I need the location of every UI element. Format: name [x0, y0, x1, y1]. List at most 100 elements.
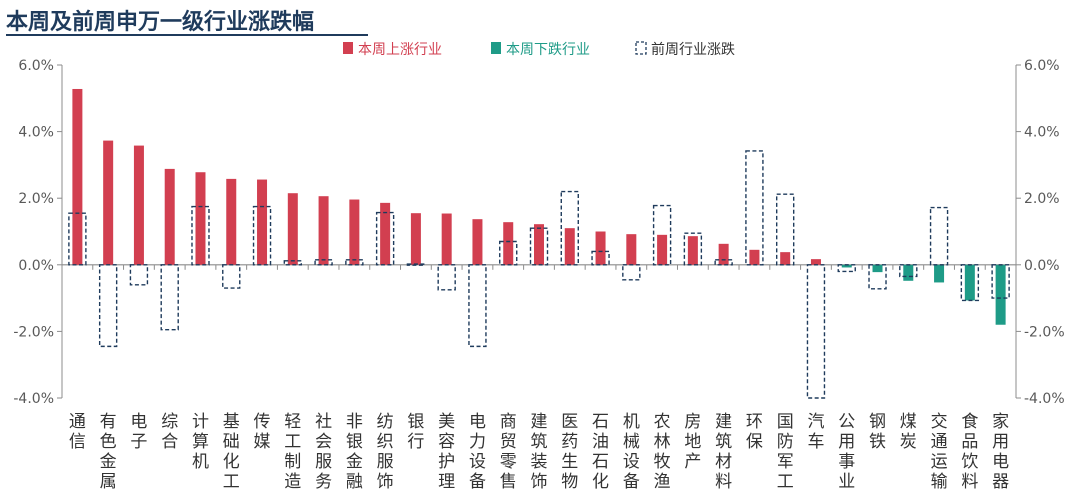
category-label-char: 饰 — [377, 472, 394, 492]
category-label-char: 备 — [469, 472, 486, 492]
bar-this-week-up — [380, 202, 391, 265]
bar-this-week-up — [410, 213, 421, 265]
category-label-char: 装 — [531, 452, 548, 472]
category-label-char: 环 — [746, 412, 763, 432]
bar-prev-week — [652, 204, 672, 266]
category-label-char: 保 — [746, 432, 763, 452]
bar-this-week-up — [534, 224, 544, 265]
category-label-char: 信 — [69, 432, 86, 452]
prev-week-bars — [68, 150, 1010, 399]
y-tick-label-right: 4.0% — [1024, 125, 1060, 141]
y-tick-label-right: 0.0% — [1024, 258, 1060, 274]
category-label-char: 传 — [254, 412, 271, 432]
bar-prev-week — [991, 264, 1010, 299]
y-tick-label: -2.0% — [13, 324, 54, 340]
category-label-char: 色 — [100, 432, 117, 452]
bar-this-week-down — [934, 264, 945, 283]
bar-prev-week — [529, 227, 549, 266]
category-label-char: 贸 — [500, 432, 517, 452]
bar-this-week-up — [657, 234, 668, 265]
bar-prev-week — [868, 264, 887, 290]
category-label-char: 工 — [223, 472, 240, 492]
category-label-char: 料 — [961, 472, 978, 492]
legend-swatch-up — [343, 42, 353, 54]
category-label-char: 纺 — [377, 412, 394, 432]
bar-this-week-up — [164, 168, 175, 265]
category-label-char: 金 — [346, 452, 363, 472]
y-tick-label: 4.0% — [18, 125, 54, 141]
category-label-char: 机 — [623, 412, 640, 432]
category-label-char: 设 — [623, 452, 640, 472]
category-label-char: 媒 — [254, 432, 271, 452]
category-label-char: 美 — [438, 412, 455, 432]
y-tick-label-right: 6.0% — [1024, 58, 1060, 74]
chart-title: 本周及前周申万一级行业涨跌幅 — [6, 10, 315, 35]
legend: 本周上涨行业 本周下跌行业 前周行业涨跌 — [343, 41, 735, 58]
category-label-char: 轻 — [284, 412, 301, 432]
category-label-char: 产 — [684, 452, 701, 472]
bar-prev-week — [714, 259, 733, 266]
category-label-char: 子 — [130, 432, 147, 452]
category-label-char: 房 — [684, 412, 701, 432]
category-label-char: 造 — [284, 472, 301, 492]
category-label-char: 工 — [284, 432, 301, 452]
category-label-char: 织 — [377, 432, 394, 452]
bar-this-week-up — [810, 259, 821, 265]
bar-prev-week — [406, 263, 426, 266]
bar-prev-week — [191, 205, 210, 266]
bar-prev-week — [314, 259, 333, 266]
category-label-char: 器 — [992, 472, 1009, 492]
category-label-char: 石 — [592, 412, 609, 432]
bar-this-week-up — [626, 234, 637, 265]
category-label-char: 运 — [931, 452, 948, 472]
category-label-char: 容 — [438, 432, 455, 452]
category-label-char: 用 — [992, 432, 1009, 452]
category-label-char: 生 — [561, 452, 578, 472]
category-label-char: 有 — [100, 412, 117, 432]
bar-prev-week — [960, 264, 980, 302]
legend-label: 本周下跌行业 — [506, 42, 590, 58]
bar-prev-week — [68, 212, 87, 266]
legend-label: 前周行业涨跌 — [651, 41, 735, 58]
category-label-char: 工 — [777, 472, 794, 492]
title-underline — [6, 34, 368, 36]
bar-this-week-up — [349, 199, 360, 265]
bar-this-week-down — [841, 264, 852, 268]
category-label-char: 设 — [469, 452, 486, 472]
category-label-char: 金 — [100, 452, 117, 472]
category-label-char: 农 — [654, 412, 671, 432]
category-label-char: 通 — [931, 432, 948, 452]
bar-this-week-up — [718, 243, 729, 265]
bar-this-week-up — [287, 193, 298, 265]
y-tick-label: -4.0% — [13, 391, 54, 407]
category-label-char: 社 — [315, 412, 332, 432]
bar-this-week-down — [903, 264, 914, 281]
y-tick-label-right: -4.0% — [1024, 391, 1065, 407]
bar-prev-week — [745, 150, 764, 266]
bar-this-week-up — [72, 88, 83, 265]
bar-prev-week — [222, 264, 241, 289]
category-label-char: 材 — [715, 452, 732, 472]
bar-this-week-up — [226, 178, 237, 265]
category-label-char: 钢 — [869, 412, 886, 432]
category-label-char: 通 — [69, 412, 86, 432]
category-label-char: 综 — [161, 412, 178, 432]
bar-this-week-up — [257, 179, 268, 265]
category-label-char: 交 — [931, 412, 948, 432]
category-label-char: 化 — [223, 452, 240, 472]
legend-swatch-prev — [635, 41, 647, 55]
category-label-char: 石 — [592, 452, 609, 472]
category-label-char: 商 — [500, 412, 517, 432]
category-label-char: 防 — [777, 432, 794, 452]
category-label-char: 建 — [531, 412, 548, 432]
category-label-char: 品 — [961, 432, 978, 452]
category-label-char: 服 — [377, 452, 394, 472]
bar-this-week-down — [964, 264, 975, 301]
category-label-char: 公 — [838, 412, 855, 432]
category-label-char: 护 — [438, 452, 455, 472]
category-label-char: 算 — [192, 432, 209, 452]
bars — [72, 88, 1006, 325]
category-label-char: 务 — [315, 472, 332, 492]
bar-this-week-up — [318, 196, 329, 265]
